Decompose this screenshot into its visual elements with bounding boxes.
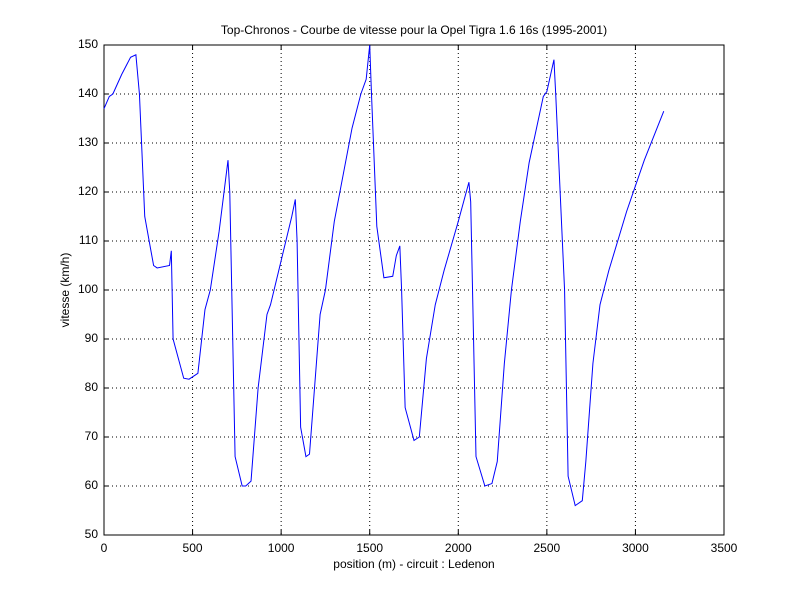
- y-tick-label: 130: [78, 135, 98, 149]
- x-axis-label: position (m) - circuit : Ledenon: [333, 557, 494, 571]
- y-tick-label: 60: [85, 478, 99, 492]
- x-tick-label: 3500: [711, 541, 738, 555]
- y-tick-label: 90: [85, 331, 99, 345]
- y-tick-label: 150: [78, 37, 98, 51]
- speed-line: [103, 44, 665, 507]
- y-tick-label: 120: [78, 184, 98, 198]
- x-tick-label: 0: [101, 541, 108, 555]
- y-tick-label: 50: [85, 527, 99, 541]
- y-tick-label: 140: [78, 86, 98, 100]
- x-tick-label: 3000: [622, 541, 649, 555]
- y-tick-label: 100: [78, 282, 98, 296]
- x-tick-label: 1000: [268, 541, 295, 555]
- x-tick-label: 2000: [445, 541, 472, 555]
- chart-title: Top-Chronos - Courbe de vitesse pour la …: [221, 23, 607, 37]
- x-tick-label: 500: [183, 541, 203, 555]
- y-axis-label: vitesse (km/h): [58, 253, 72, 328]
- x-tick-label: 2500: [534, 541, 561, 555]
- y-tick-label: 110: [79, 233, 98, 247]
- x-tick-label: 1500: [356, 541, 383, 555]
- y-tick-label: 70: [85, 429, 99, 443]
- plot-frame: [103, 44, 725, 536]
- y-tick-label: 80: [85, 380, 99, 394]
